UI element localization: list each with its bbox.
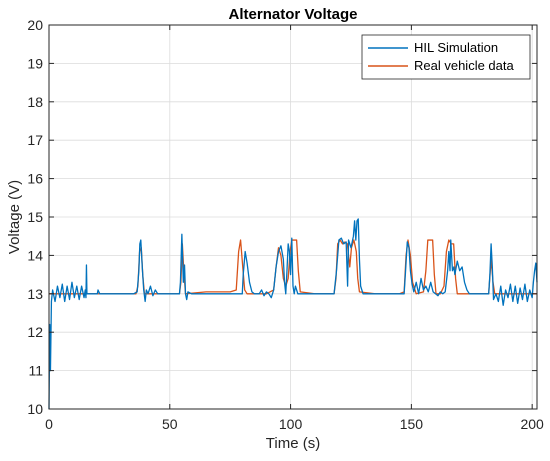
y-tick-label: 17 bbox=[27, 132, 43, 148]
x-tick-label: 0 bbox=[45, 416, 53, 432]
series-line-hil-simulation bbox=[48, 218, 538, 410]
y-tick-label: 10 bbox=[27, 401, 43, 417]
legend-label-hil-simulation: HIL Simulation bbox=[414, 40, 498, 55]
x-tick-label: 150 bbox=[400, 416, 424, 432]
y-tick-label: 15 bbox=[27, 209, 43, 225]
legend: HIL Simulation Real vehicle data bbox=[361, 34, 531, 80]
y-tick-labels: 10 11 12 13 14 15 16 17 18 19 20 bbox=[27, 17, 43, 417]
y-tick-label: 12 bbox=[27, 324, 43, 340]
x-tick-label: 200 bbox=[520, 416, 544, 432]
y-tick-label: 14 bbox=[27, 247, 43, 263]
legend-label-real-vehicle-data: Real vehicle data bbox=[414, 58, 514, 73]
x-tick-label: 50 bbox=[162, 416, 178, 432]
chart-title: Alternator Voltage bbox=[229, 6, 358, 23]
series-layer bbox=[48, 218, 538, 410]
y-tick-label: 19 bbox=[27, 55, 43, 71]
y-tick-label: 20 bbox=[27, 17, 43, 33]
y-tick-label: 11 bbox=[28, 363, 43, 379]
x-tick-labels: 0 50 100 150 200 bbox=[45, 416, 544, 432]
x-tick-label: 100 bbox=[279, 416, 303, 432]
legend-box bbox=[361, 34, 531, 80]
y-tick-label: 18 bbox=[27, 94, 43, 110]
y-axis-label: Voltage (V) bbox=[6, 180, 23, 254]
axis-ticks bbox=[48, 24, 537, 410]
y-tick-label: 16 bbox=[27, 171, 43, 187]
x-axis-label: Time (s) bbox=[266, 435, 320, 452]
y-tick-label: 13 bbox=[27, 286, 43, 302]
